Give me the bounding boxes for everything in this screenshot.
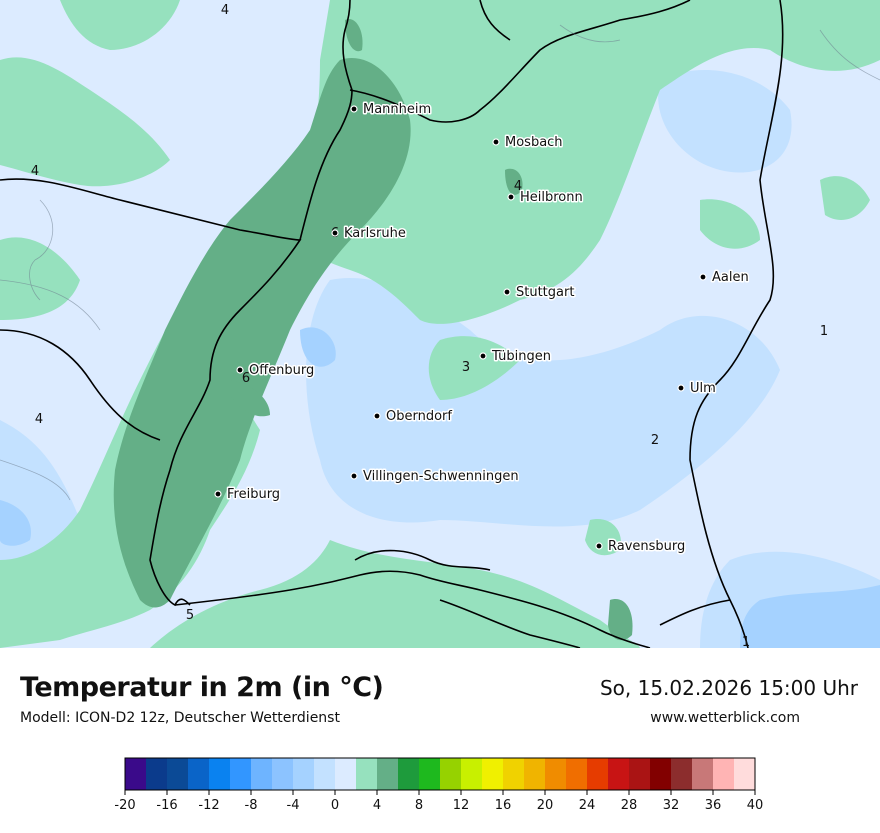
legend-swatch <box>650 758 672 790</box>
legend-tick-label: 12 <box>453 798 470 813</box>
legend-tick-label: 20 <box>537 798 554 813</box>
legend-tick-label: -20 <box>114 798 135 813</box>
legend-swatch <box>692 758 714 790</box>
city-label: Ulm <box>690 381 716 396</box>
legend-swatch <box>734 758 756 790</box>
city-label: Freiburg <box>227 487 280 502</box>
legend-swatch <box>251 758 273 790</box>
legend-swatch <box>146 758 168 790</box>
city-label: Karlsruhe <box>344 226 406 241</box>
isotherm-label: 2 <box>651 433 659 448</box>
legend-tick-label: 0 <box>331 798 339 813</box>
legend-swatch <box>377 758 399 790</box>
forecast-datetime: So, 15.02.2026 15:00 Uhr <box>599 676 858 700</box>
legend-tick-label: 4 <box>373 798 381 813</box>
city-markers: Mannheim Mosbach Heilbronn Karlsruhe Stuttga… <box>214 101 750 556</box>
legend-swatch <box>314 758 336 790</box>
city-dot <box>503 288 511 296</box>
city-dot <box>214 490 222 498</box>
legend-swatch <box>566 758 588 790</box>
legend-tick-label: -12 <box>198 798 219 813</box>
district-lines <box>0 24 880 501</box>
isotherm-label: 1 <box>820 324 828 339</box>
city-label: Oberndorf <box>386 409 452 424</box>
city-label: Aalen <box>712 270 749 285</box>
legend-swatch <box>335 758 357 790</box>
city-dot <box>236 366 244 374</box>
temp-zone-minus4-minus2 <box>0 327 880 648</box>
website-link[interactable]: www.wetterblick.com <box>650 710 800 726</box>
legend-swatch <box>398 758 420 790</box>
legend-tick-label: 24 <box>579 798 596 813</box>
borders <box>0 0 784 648</box>
city-dot <box>350 105 358 113</box>
isotherm-label: 5 <box>186 608 194 623</box>
legend-swatch <box>713 758 735 790</box>
legend-swatch <box>440 758 462 790</box>
map-footer: Temperatur in 2m (in °C) Modell: ICON-D2… <box>0 648 880 830</box>
isotherm-label: 1 <box>742 635 750 648</box>
legend-tick-label: 16 <box>495 798 512 813</box>
legend-swatch <box>293 758 315 790</box>
color-legend: -20 -16 -12 -8 -4 0 4 8 12 16 20 24 28 32 36 40 <box>0 748 880 828</box>
city-dot <box>507 193 515 201</box>
city-dot <box>492 138 500 146</box>
legend-swatch <box>608 758 630 790</box>
legend-tick-label: -8 <box>245 798 258 813</box>
legend-tick-label: 28 <box>621 798 638 813</box>
legend-swatch <box>272 758 294 790</box>
legend-swatch <box>188 758 210 790</box>
isotherm-label: 3 <box>462 360 470 375</box>
legend-scale: -20 -16 -12 -8 -4 0 4 8 12 16 20 24 28 32 36 40 <box>114 757 764 813</box>
legend-swatch <box>461 758 483 790</box>
city-label: Heilbronn <box>520 190 583 205</box>
temperature-map: 44446312516 MannheimMosbachHeilbronnKarl… <box>0 0 880 648</box>
city-label: Mannheim <box>363 102 431 117</box>
temp-zone-4-6 <box>113 19 633 641</box>
legend-swatch <box>587 758 609 790</box>
legend-swatch <box>629 758 651 790</box>
legend-swatch <box>125 758 147 790</box>
legend-swatch <box>545 758 567 790</box>
legend-swatch <box>419 758 441 790</box>
legend-swatch <box>209 758 231 790</box>
legend-tick-label: 32 <box>663 798 680 813</box>
legend-tick-label: -4 <box>287 798 300 813</box>
city-dot <box>699 273 707 281</box>
city-dot <box>350 472 358 480</box>
city-dot <box>479 352 487 360</box>
city-label: Stuttgart <box>516 285 574 300</box>
city-dot <box>677 384 685 392</box>
legend-swatch <box>356 758 378 790</box>
isotherm-label: 4 <box>35 412 43 427</box>
city-label: Tübingen <box>491 349 551 364</box>
legend-swatch <box>167 758 189 790</box>
city-label: Offenburg <box>249 363 314 378</box>
legend-tick-label: -16 <box>156 798 177 813</box>
city-label: Mosbach <box>505 135 563 150</box>
isotherm-label: 6 <box>242 371 250 386</box>
legend-tick-label: 8 <box>415 798 423 813</box>
isotherm-label: 4 <box>31 164 39 179</box>
model-info: Modell: ICON-D2 12z, Deutscher Wetterdie… <box>20 710 340 726</box>
map-title: Temperatur in 2m (in °C) <box>20 672 384 703</box>
city-dot <box>331 229 339 237</box>
legend-swatch <box>524 758 546 790</box>
map-canvas: 44446312516 MannheimMosbachHeilbronnKarl… <box>0 0 880 648</box>
city-label: Ravensburg <box>608 539 685 554</box>
legend-tick-label: 36 <box>705 798 722 813</box>
legend-tick-label: 40 <box>747 798 764 813</box>
legend-swatch <box>671 758 693 790</box>
city-label: Villingen-Schwenningen <box>363 469 519 484</box>
isotherm-label: 4 <box>221 3 229 18</box>
city-dot <box>373 412 381 420</box>
legend-swatch <box>230 758 252 790</box>
isotherm-label: 4 <box>514 179 522 194</box>
legend-swatch <box>482 758 504 790</box>
city-dot <box>595 542 603 550</box>
legend-frame <box>124 757 756 791</box>
legend-swatch <box>503 758 525 790</box>
